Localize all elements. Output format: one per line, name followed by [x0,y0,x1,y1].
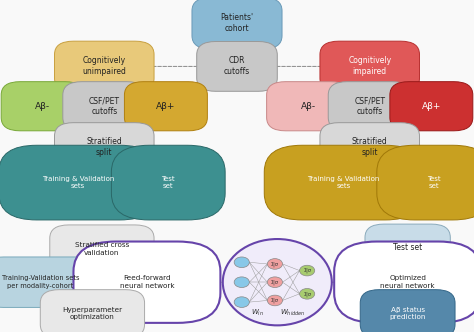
Text: Feed-forward
neural network: Feed-forward neural network [119,276,174,289]
Text: Stratified cross
validation: Stratified cross validation [75,242,129,256]
Circle shape [234,277,249,288]
Ellipse shape [223,239,332,325]
Text: Patients'
cohort: Patients' cohort [220,13,254,33]
FancyBboxPatch shape [50,225,154,273]
FancyBboxPatch shape [111,145,225,220]
Circle shape [267,295,283,306]
Text: CDR
cutoffs: CDR cutoffs [224,56,250,76]
Text: Aβ-: Aβ- [35,102,50,111]
Text: Cognitively
impaired: Cognitively impaired [348,56,391,76]
Text: Σ|σ: Σ|σ [271,298,279,303]
Text: Σ|σ: Σ|σ [271,261,279,267]
FancyBboxPatch shape [390,82,473,131]
Text: $W_{in}$: $W_{in}$ [251,308,264,318]
Circle shape [300,265,315,276]
Text: CSF/PET
cutoffs: CSF/PET cutoffs [354,96,385,116]
Text: Stratified
split: Stratified split [86,137,122,157]
Text: Training & Validation
sets: Training & Validation sets [42,176,114,189]
FancyBboxPatch shape [55,41,154,92]
Circle shape [267,277,283,288]
Text: Test
set: Test set [427,176,440,189]
Text: Aβ status
prediction: Aβ status prediction [390,307,426,320]
Text: Aβ+: Aβ+ [156,102,175,111]
Text: Hyperparameter
optimization: Hyperparameter optimization [63,307,122,320]
Text: Cognitively
unimpaired: Cognitively unimpaired [82,56,126,76]
FancyBboxPatch shape [264,145,423,220]
Text: $W_{hidden}$: $W_{hidden}$ [280,308,306,318]
FancyBboxPatch shape [0,257,96,307]
Circle shape [234,257,249,268]
FancyBboxPatch shape [334,242,474,323]
FancyBboxPatch shape [40,290,145,332]
Text: Test set: Test set [393,243,422,252]
Text: Test
set: Test set [162,176,175,189]
Text: Σ|σ: Σ|σ [271,280,279,285]
Circle shape [300,289,315,299]
Text: Stratified
split: Stratified split [352,137,388,157]
FancyBboxPatch shape [192,0,282,49]
Text: Aβ+: Aβ+ [422,102,441,111]
FancyBboxPatch shape [73,242,220,323]
Text: Optimized
neural network: Optimized neural network [380,276,435,289]
FancyBboxPatch shape [55,123,154,171]
FancyBboxPatch shape [124,82,207,131]
Text: Training-Validation sets
per modality-cohort: Training-Validation sets per modality-co… [1,276,79,289]
FancyBboxPatch shape [377,145,474,220]
FancyBboxPatch shape [360,290,455,332]
FancyBboxPatch shape [328,82,411,131]
Text: Σ|σ: Σ|σ [303,291,311,296]
FancyBboxPatch shape [365,224,450,271]
FancyBboxPatch shape [197,42,277,91]
FancyBboxPatch shape [63,82,146,131]
Circle shape [234,297,249,307]
FancyBboxPatch shape [320,123,419,171]
Circle shape [267,259,283,269]
Text: Aβ-: Aβ- [301,102,316,111]
FancyBboxPatch shape [0,145,157,220]
FancyBboxPatch shape [1,82,84,131]
Text: Σ|σ: Σ|σ [303,268,311,273]
FancyBboxPatch shape [320,41,419,92]
Text: CSF/PET
cutoffs: CSF/PET cutoffs [89,96,120,116]
Text: Training & Validation
sets: Training & Validation sets [308,176,380,189]
FancyBboxPatch shape [266,82,350,131]
